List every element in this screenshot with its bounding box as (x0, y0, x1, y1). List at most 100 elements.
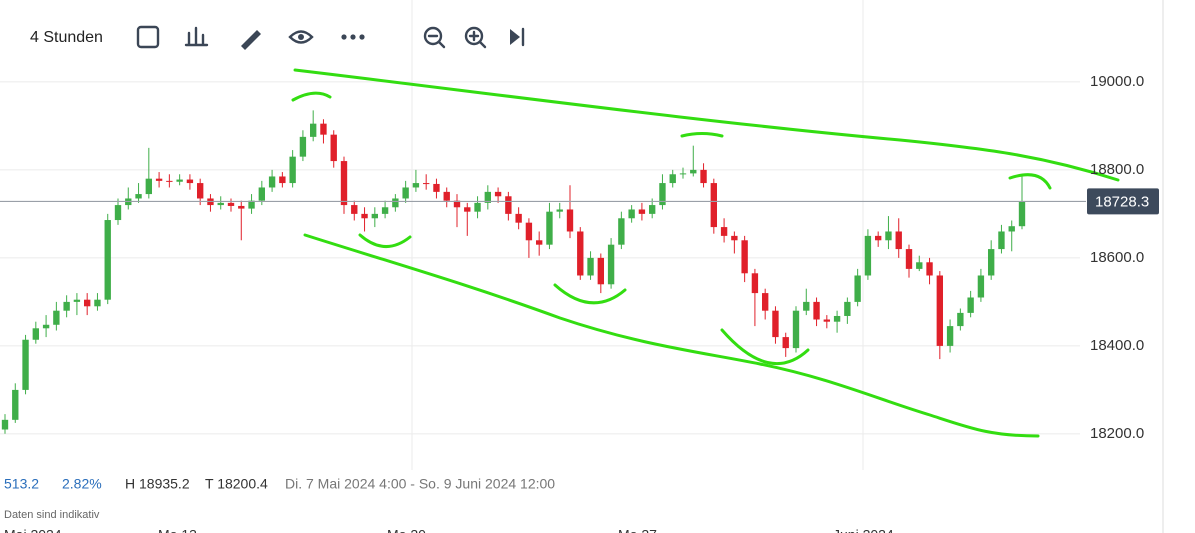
candle-body (618, 218, 625, 245)
arc (680, 132, 724, 138)
candle-body (854, 275, 861, 302)
eye-icon[interactable] (288, 30, 314, 44)
arc (720, 328, 810, 366)
go-end-icon[interactable] (510, 29, 520, 45)
candle-body (556, 209, 563, 212)
candle-body (155, 178, 163, 181)
candle-body (299, 136, 307, 157)
y-tick-label: 18200.0 (1090, 425, 1144, 442)
candle-body (186, 179, 194, 184)
draw-icon[interactable] (241, 30, 261, 50)
candle-body (803, 301, 810, 311)
zoom-out-glyph (427, 34, 446, 49)
candle-body (494, 191, 502, 197)
last-price-tag (1087, 188, 1159, 215)
high: H 18935.2 (125, 476, 190, 492)
candle-body (83, 299, 91, 307)
candle-body (166, 180, 173, 182)
eye-pupil (298, 34, 304, 40)
candle-body (957, 312, 964, 327)
x-tick-label: Mai 2024 (4, 527, 62, 533)
candle-body (823, 319, 831, 322)
candle-body (381, 207, 389, 214)
candle-body (535, 240, 543, 245)
candle-body (792, 310, 800, 349)
candle-body (371, 213, 379, 219)
candle-body (905, 249, 913, 269)
candle-body (977, 275, 985, 298)
change: 513.2 (4, 476, 39, 492)
candle-body (987, 249, 995, 276)
candle-body (361, 213, 368, 219)
chart-type-icon[interactable] (184, 26, 209, 47)
candle-body (320, 123, 327, 135)
candle-body (864, 235, 872, 276)
candle-body (309, 123, 317, 137)
candle-body (515, 213, 522, 223)
candle-body (1018, 201, 1026, 227)
candle-body (340, 161, 348, 206)
candle-body (628, 209, 635, 219)
candle-body (998, 231, 1005, 250)
toolbar-icons (136, 25, 525, 50)
candle-body (782, 337, 789, 349)
candle-body (12, 389, 19, 420)
candle-body (587, 257, 594, 276)
candle-body (217, 202, 224, 206)
candle-body (577, 231, 584, 276)
zoom-in-glyph (468, 30, 487, 49)
candle-body (73, 299, 81, 302)
candle-body (946, 326, 954, 346)
candle-body (145, 178, 153, 195)
arc (553, 283, 627, 305)
candle-body (813, 301, 820, 320)
candle-body (176, 179, 183, 182)
candle-body (53, 310, 60, 325)
low: T 18200.4 (205, 476, 268, 492)
candle-body (648, 205, 656, 214)
candle-body (258, 187, 266, 201)
candle-body (474, 202, 481, 212)
candle-body (679, 173, 687, 175)
calendar-icon[interactable] (136, 25, 160, 49)
candle-body (844, 301, 851, 316)
candle-body (885, 231, 892, 241)
x-tick-label: Mo 27 (618, 527, 657, 533)
candle-body (916, 262, 923, 269)
candle-body (936, 275, 944, 346)
zoom-out-icon[interactable] (423, 26, 443, 46)
candle-body (546, 211, 553, 245)
candle-body (525, 222, 533, 241)
candle-body (710, 183, 718, 228)
candle-body (659, 183, 666, 206)
arc (1008, 173, 1052, 190)
candle-body (967, 297, 974, 313)
candle-body (412, 183, 420, 188)
candle-body (94, 299, 101, 307)
candle-body (63, 301, 70, 311)
lower-trendline (303, 233, 1040, 438)
arc (358, 233, 412, 248)
candle-body (227, 202, 235, 206)
candle-body (238, 205, 245, 209)
candle-body (638, 209, 646, 214)
candle-body (114, 205, 122, 221)
candle-body (1008, 226, 1015, 232)
candle-body (433, 183, 440, 192)
more-icon[interactable] (341, 34, 365, 40)
zoom-in-icon[interactable] (464, 26, 484, 46)
candle-body (248, 200, 255, 209)
candle-body (42, 324, 50, 329)
candle-body (874, 235, 882, 241)
y-tick-label: 18800.0 (1090, 161, 1144, 178)
candle-body (597, 257, 605, 285)
candle-body (751, 273, 759, 294)
candle-body (104, 220, 111, 300)
x-tick-label: Mo 13 (158, 527, 197, 533)
candle-body (926, 262, 933, 276)
candle-body (464, 207, 471, 212)
interval[interactable]: 4 Stunden (30, 29, 103, 46)
candle-body (895, 231, 902, 250)
disclaimer: Daten sind indikativ (4, 509, 100, 521)
